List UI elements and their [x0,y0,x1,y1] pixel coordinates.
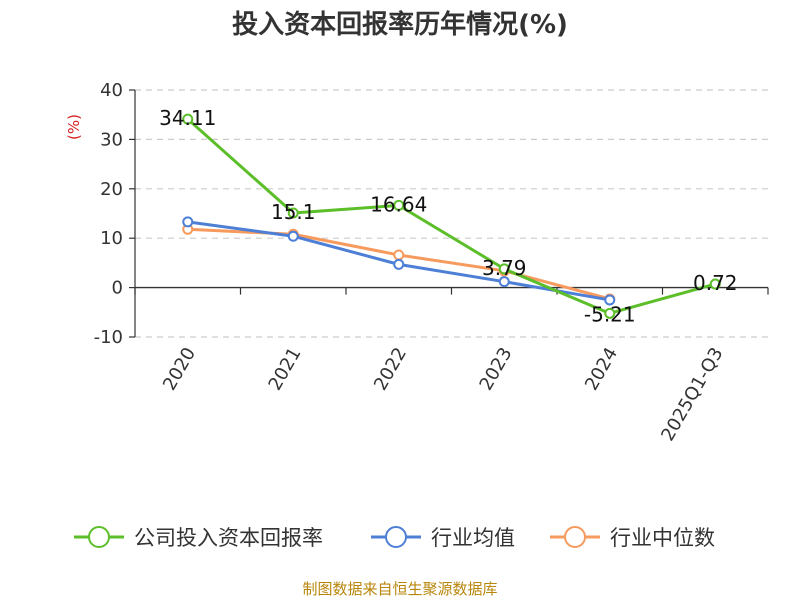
x-tick-label: 2022 [370,344,411,394]
legend-label: 行业均值 [431,526,515,550]
legend-marker [88,526,110,548]
y-tick-label: 30 [100,129,123,150]
y-unit-label: (%) [65,114,83,140]
data-label: 16.64 [370,192,427,216]
data-point [393,199,405,211]
chart-title: 投入资本回报率历年情况(%) [232,10,568,40]
y-tick-label: -10 [94,327,123,348]
data-point [182,113,194,125]
data-point [604,294,616,306]
x-tick-label: 2020 [159,344,200,394]
x-tick-label: 2021 [264,344,305,394]
y-tick-label: 40 [100,80,123,101]
x-tick-label: 2024 [581,344,622,394]
data-point [287,207,299,219]
data-label: 34.11 [159,106,216,130]
series-line [186,117,716,315]
x-tick-label: 2023 [475,344,516,394]
data-label: 3.79 [482,256,527,280]
legend-label: 公司投入资本回报率 [134,526,323,550]
data-point [498,263,510,275]
series-layer [182,113,721,319]
data-point [182,216,194,228]
axis-layer: -10 0 10 20 30 40 (%) 2020 2021 2022 2023 2024 2025Q… [65,80,769,445]
source-note: 制图数据来自恒生聚源数据库 [302,580,498,598]
data-point [498,276,510,288]
data-label: 0.72 [693,271,738,295]
data-point [393,258,405,270]
y-tick-label: 20 [100,179,123,200]
data-point [393,249,405,261]
data-point [287,230,299,242]
y-tick-label: 10 [100,228,123,249]
x-tick-label: 2025Q1-Q3 [657,344,727,445]
legend-marker [385,526,407,548]
legend-label: 行业中位数 [610,526,715,550]
data-label-layer: 34.11 15.1 16.64 3.79 -5.21 0.72 [159,106,737,326]
data-point [709,278,721,290]
legend: 公司投入资本回报率 行业均值 行业中位数 [74,526,715,550]
legend-marker [564,526,586,548]
data-point [604,307,616,319]
data-label: -5.21 [584,302,636,326]
grid-layer [135,89,768,338]
data-label: 15.1 [271,200,316,224]
y-tick-label: 0 [112,278,123,299]
